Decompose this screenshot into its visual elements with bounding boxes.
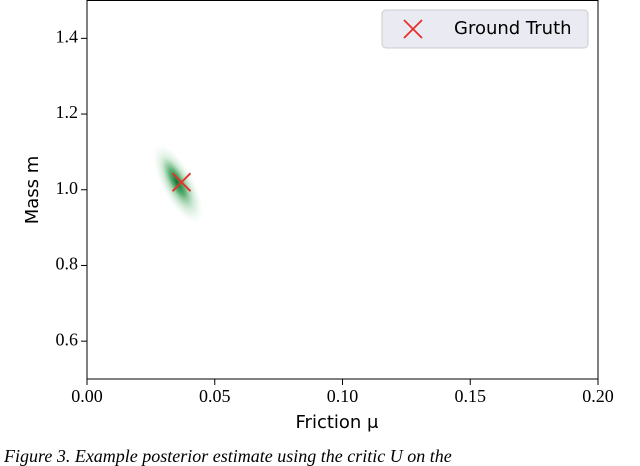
legend-marker: [403, 19, 423, 39]
x-axis-label: Friction μ: [296, 412, 380, 433]
y-tick-label: 1.0: [56, 178, 79, 198]
y-tick-label: 0.6: [56, 329, 79, 349]
legend-label: Ground Truth: [454, 18, 572, 39]
x-tick-label: 0.20: [582, 386, 614, 406]
posterior-density: [152, 144, 204, 224]
x-tick-label: 0.15: [455, 386, 487, 406]
y-tick-label: 1.4: [56, 26, 79, 46]
caption: Figure 3. Example posterior estimate usi…: [3, 446, 452, 466]
y-axis-label: Mass m: [22, 156, 43, 225]
x-tick-label: 0.05: [199, 386, 231, 406]
density-core: [161, 156, 193, 208]
legend: Ground Truth: [381, 9, 589, 49]
y-tick-label: 0.8: [56, 254, 79, 274]
x-tick-label: 0.10: [327, 386, 359, 406]
y-tick-label: 1.2: [56, 102, 79, 122]
x-marker: [171, 172, 192, 192]
legend-box: [381, 9, 589, 49]
x-tick-label: 0.00: [71, 386, 103, 406]
